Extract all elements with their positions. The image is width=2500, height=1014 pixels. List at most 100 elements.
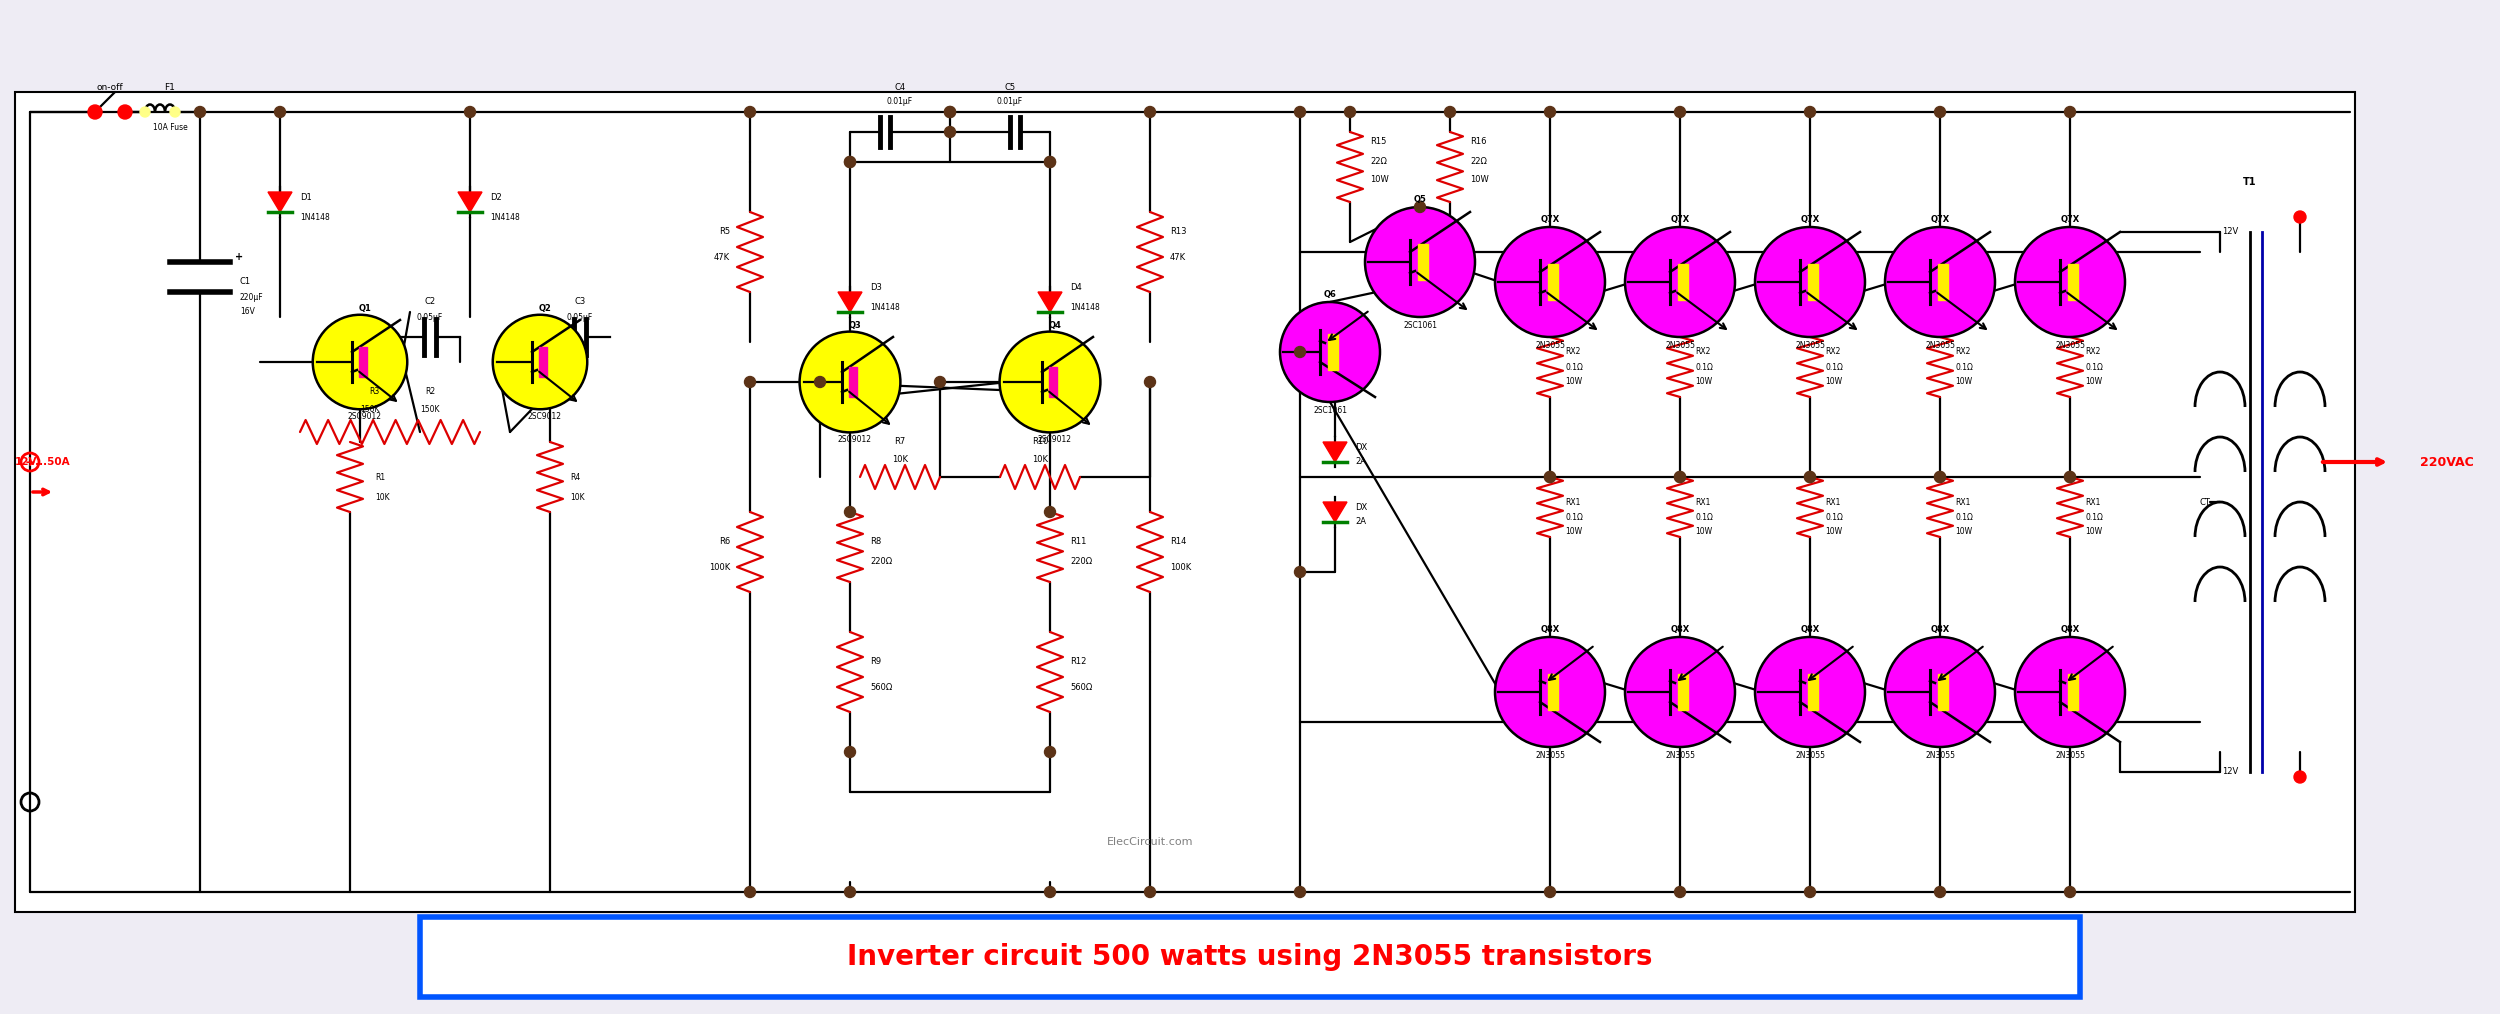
Circle shape [845,507,855,517]
Text: 10K: 10K [570,493,585,502]
Text: R4: R4 [570,473,580,482]
Circle shape [815,376,825,387]
Text: D1: D1 [300,193,312,202]
Text: 10K: 10K [375,493,390,502]
Text: 12V...50A: 12V...50A [15,457,70,467]
Bar [2068,264,2078,300]
Circle shape [1935,886,1945,897]
Text: Q7X: Q7X [1670,215,1690,224]
Ellipse shape [1755,637,1865,747]
Circle shape [465,106,475,118]
Text: 2SC9012: 2SC9012 [1038,435,1072,444]
Circle shape [170,107,180,117]
Circle shape [845,156,855,167]
Circle shape [845,886,855,897]
Polygon shape [268,192,292,212]
Text: 2N3055: 2N3055 [1795,751,1825,760]
Text: 220VAC: 220VAC [2420,455,2475,468]
Text: R5: R5 [720,227,730,236]
Text: R1: R1 [375,473,385,482]
Text: 2N3055: 2N3055 [1665,341,1695,350]
Text: 100K: 100K [710,563,730,572]
Text: Q8X: Q8X [2060,625,2080,634]
Circle shape [1675,106,1685,118]
Text: RX1: RX1 [2085,498,2100,507]
Circle shape [1675,472,1685,483]
Text: C2: C2 [425,297,435,306]
Circle shape [845,156,855,167]
Circle shape [1345,106,1355,118]
Text: D2: D2 [490,193,502,202]
Circle shape [1935,472,1945,483]
Text: 2N3055: 2N3055 [1665,751,1695,760]
Circle shape [1545,472,1555,483]
Text: Q7X: Q7X [1930,215,1950,224]
Polygon shape [1038,292,1062,312]
FancyBboxPatch shape [15,92,2355,912]
Text: RX2: RX2 [1955,348,1970,357]
Text: R14: R14 [1170,537,1187,547]
Circle shape [1935,106,1945,118]
Circle shape [745,376,755,387]
Circle shape [745,106,755,118]
Text: R2: R2 [425,387,435,396]
Circle shape [1045,886,1055,897]
Text: 10W: 10W [1565,527,1582,536]
Circle shape [945,106,955,118]
Bar [1417,244,1427,280]
Text: RX2: RX2 [1825,348,1840,357]
Text: R3: R3 [370,387,380,396]
Text: R10: R10 [1032,437,1048,446]
Bar [1678,264,1688,300]
Bar [1678,674,1688,710]
Text: 10W: 10W [1825,527,1842,536]
Text: RX1: RX1 [1695,498,1710,507]
Bar [1548,264,1558,300]
Ellipse shape [2015,227,2125,337]
Text: R7: R7 [895,437,905,446]
Text: on-off: on-off [98,82,122,91]
Text: R11: R11 [1070,537,1088,547]
Text: 150K: 150K [420,405,440,414]
Bar [1548,674,1558,710]
Text: 10W: 10W [1470,175,1490,185]
Bar [1938,674,1948,710]
Text: 47K: 47K [715,252,730,262]
Text: Inverter circuit 500 watts using 2N3055 transistors: Inverter circuit 500 watts using 2N3055 … [848,943,1652,971]
Text: R9: R9 [870,657,880,666]
Text: 2SC9012: 2SC9012 [838,435,872,444]
Text: DX: DX [1355,503,1368,511]
Text: 16V: 16V [240,307,255,316]
Bar [848,367,858,397]
Text: 10W: 10W [1565,377,1582,386]
Text: 220Ω: 220Ω [870,558,892,567]
Circle shape [1415,202,1425,213]
Text: RX2: RX2 [1565,348,1580,357]
Text: 2A: 2A [1355,457,1365,466]
Text: 12V: 12V [2222,227,2238,236]
Text: 10A Fuse: 10A Fuse [152,123,188,132]
Circle shape [1295,567,1305,578]
Text: 22Ω: 22Ω [1370,157,1388,166]
Text: 47K: 47K [1170,252,1185,262]
Text: ElecCircuit.com: ElecCircuit.com [1108,837,1192,847]
Circle shape [1295,886,1305,897]
Circle shape [845,746,855,757]
Text: 0.1Ω: 0.1Ω [2085,512,2102,521]
Text: Q8X: Q8X [1800,625,1820,634]
Text: D3: D3 [870,283,882,291]
Circle shape [88,105,103,119]
Circle shape [1545,106,1555,118]
Circle shape [2065,472,2075,483]
Circle shape [1145,886,1155,897]
Text: R6: R6 [720,537,730,547]
Circle shape [1045,156,1055,167]
Text: 0.1Ω: 0.1Ω [1565,362,1582,371]
Text: 22Ω: 22Ω [1470,157,1488,166]
Circle shape [118,105,132,119]
Text: 2N3055: 2N3055 [1535,341,1565,350]
Text: 10W: 10W [1825,377,1842,386]
Text: F1: F1 [165,82,175,91]
Circle shape [1805,886,1815,897]
Text: 2N3055: 2N3055 [2055,341,2085,350]
